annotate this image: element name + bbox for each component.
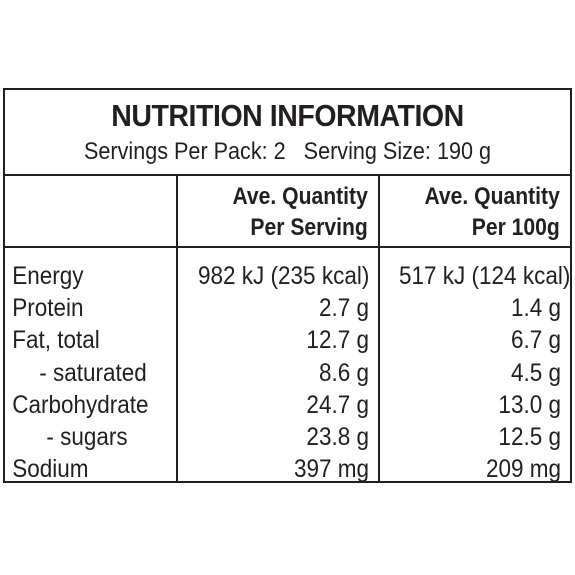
column-header-line: Ave. Quantity [424,183,560,210]
nutrient-label: Sodium [12,455,89,484]
per-100g-value: 1.4 g [510,294,561,323]
nutrient-label-column: Energy Protein Fat, total - saturated Ca… [5,248,178,483]
nutrition-panel: NUTRITION INFORMATION Servings Per Pack:… [3,88,572,483]
per-100g-value: 12.5 g [498,422,561,451]
per-serving-value: 8.6 g [318,358,369,387]
panel-title: NUTRITION INFORMATION [111,98,464,133]
column-header-blank [5,176,178,248]
column-header-line: Per 100g [471,214,560,241]
column-header-per-100g: Ave. Quantity Per 100g [380,176,570,248]
per-serving-value: 2.7 g [318,294,369,323]
per-serving-value: 12.7 g [306,326,369,355]
panel-header: NUTRITION INFORMATION Servings Per Pack:… [5,90,570,176]
column-header-line: Per Serving [250,214,368,241]
nutrient-label: Fat, total [12,326,100,355]
per-serving-value: 23.8 g [306,422,369,451]
nutrient-label: Carbohydrate [12,390,149,419]
per-100g-value: 4.5 g [510,358,561,387]
per-100g-value: 209 mg [485,455,561,484]
per-serving-value: 397 mg [293,455,369,484]
nutrient-label: Protein [12,294,84,323]
per-100g-column: 517 kJ (124 kcal) 1.4 g 6.7 g 4.5 g 13.0… [380,248,571,483]
per-serving-column: 982 kJ (235 kcal) 2.7 g 12.7 g 8.6 g 24.… [178,248,380,483]
per-100g-value: 13.0 g [498,390,561,419]
per-100g-value: 517 kJ (124 kcal) [399,262,571,290]
nutrient-label: Energy [12,262,84,290]
panel-subtitle: Servings Per Pack: 2 Serving Size: 190 g [83,138,491,165]
per-100g-value: 6.7 g [510,326,561,355]
per-serving-value: 982 kJ (235 kcal) [198,262,370,290]
nutrient-label: - saturated [39,358,147,387]
nutrient-label: - sugars [46,422,128,451]
per-serving-value: 24.7 g [306,390,369,419]
column-header-per-serving: Ave. Quantity Per Serving [178,176,380,248]
column-header-line: Ave. Quantity [232,183,368,210]
